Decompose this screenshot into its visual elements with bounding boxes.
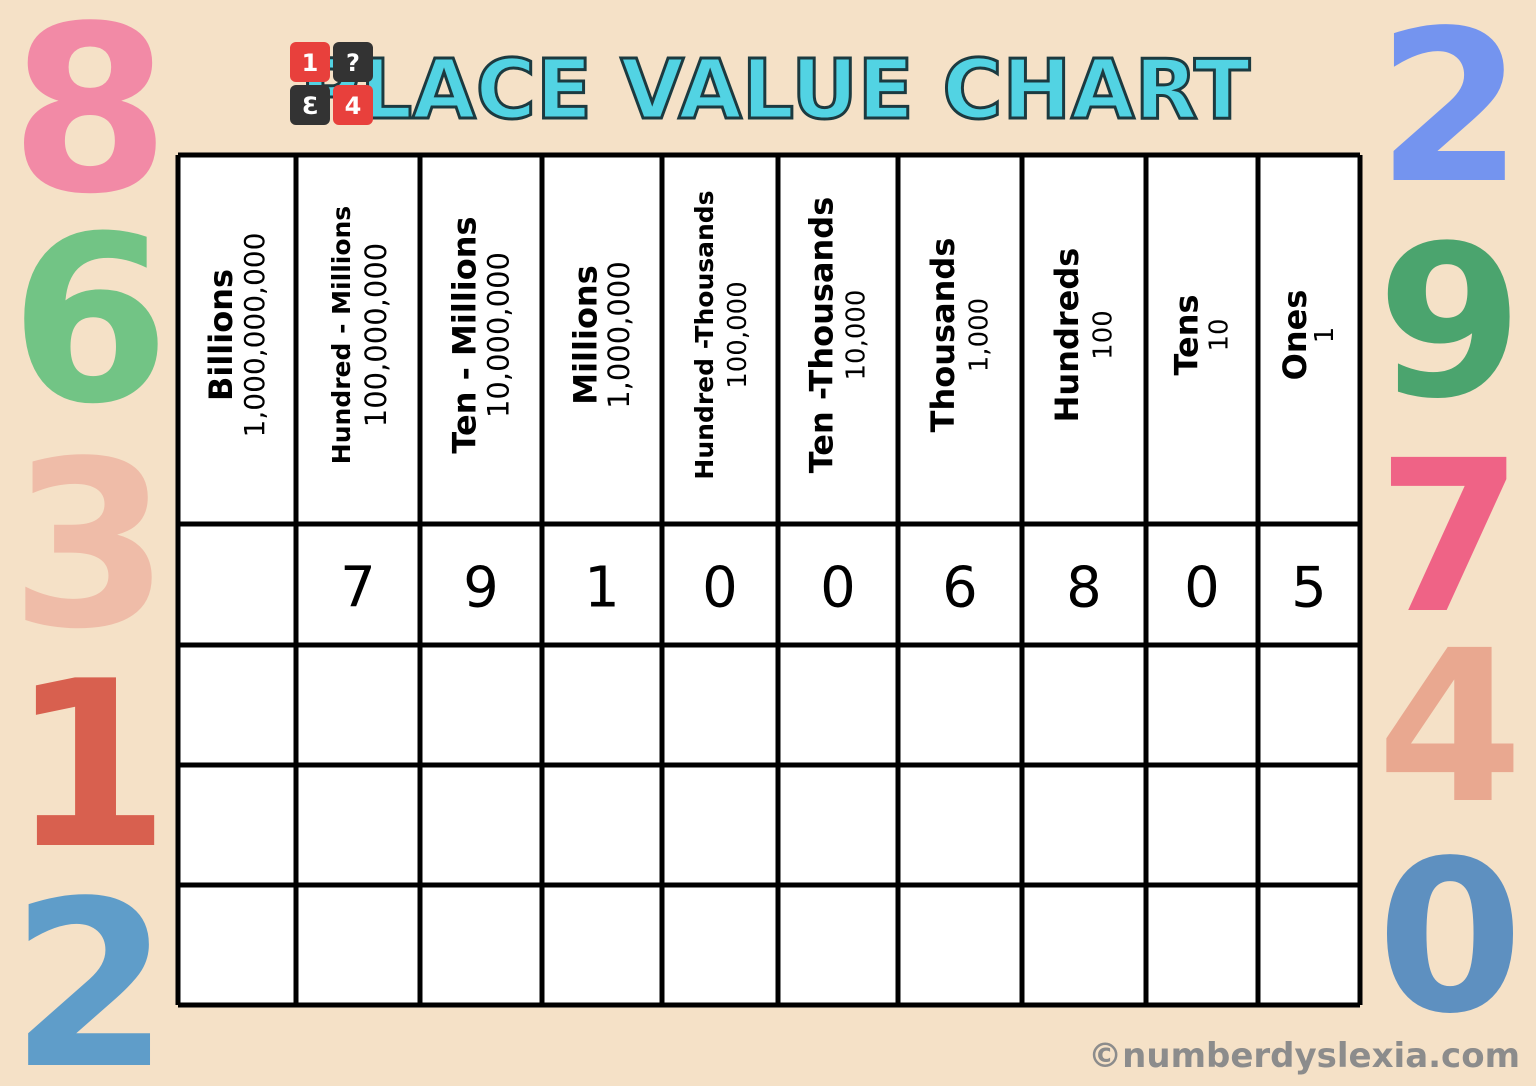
logo-char: 4 <box>345 92 362 120</box>
column-value: 10,000,000 <box>482 252 516 418</box>
column-value: 100,000 <box>723 281 753 389</box>
footer: ©numberdyslexia.com <box>1088 1036 1520 1076</box>
digit: 8 <box>1066 556 1102 621</box>
column-name: Ten - Millions <box>445 216 483 453</box>
column-value: 10 <box>1204 318 1234 351</box>
column-value: 1,000,000 <box>602 261 636 409</box>
column-value: 1,000,000,000 <box>238 233 271 438</box>
logo-char: 1 <box>302 49 319 77</box>
column-name: Millions <box>567 265 605 405</box>
logo-char: ? <box>346 49 360 77</box>
column-value: 1 <box>1310 327 1340 344</box>
digit: 1 <box>584 556 620 621</box>
cartoon-digit: 0 <box>1377 815 1523 1060</box>
digit: 7 <box>340 556 376 621</box>
digit: 0 <box>702 556 738 621</box>
logo-tile <box>333 85 373 125</box>
table-background <box>178 155 1360 1005</box>
cartoon-digit: 8 <box>10 0 170 245</box>
cartoon-digit: 7 <box>1377 415 1523 660</box>
column-name: Hundred -Thousands <box>690 190 719 479</box>
column-name: Billions <box>202 269 240 401</box>
column-name: Tens <box>1168 294 1206 375</box>
column-value: 10,000 <box>842 290 872 381</box>
digit: 0 <box>1184 556 1220 621</box>
digit: 5 <box>1291 556 1327 621</box>
column-name: Ones <box>1276 290 1314 381</box>
cartoon-digit: 2 <box>1377 0 1523 230</box>
column-name: Hundred - Millions <box>327 206 356 464</box>
column-value: 1,000 <box>964 298 994 372</box>
cartoon-digit: 4 <box>1377 605 1523 850</box>
column-name: Thousands <box>924 238 962 433</box>
title: PLACE VALUE CHART <box>300 43 1250 138</box>
logo-tile <box>290 85 330 125</box>
cartoon-digit: 9 <box>1377 200 1523 445</box>
column-name: Hundreds <box>1048 248 1086 423</box>
cartoon-digit: 3 <box>10 413 170 680</box>
logo-char: 3 <box>302 92 319 120</box>
cartoon-digit: 2 <box>10 853 170 1086</box>
digit: 9 <box>463 556 499 621</box>
column-value: 100 <box>1088 310 1118 360</box>
cartoon-digit: 6 <box>10 188 170 455</box>
logo-tile <box>290 42 330 82</box>
digit: 0 <box>820 556 856 621</box>
cartoon-digit: 1 <box>10 633 170 900</box>
column-value: 100,000,000 <box>359 243 393 428</box>
digit: 6 <box>942 556 978 621</box>
logo-tile <box>333 42 373 82</box>
column-name: Ten -Thousands <box>803 197 841 474</box>
